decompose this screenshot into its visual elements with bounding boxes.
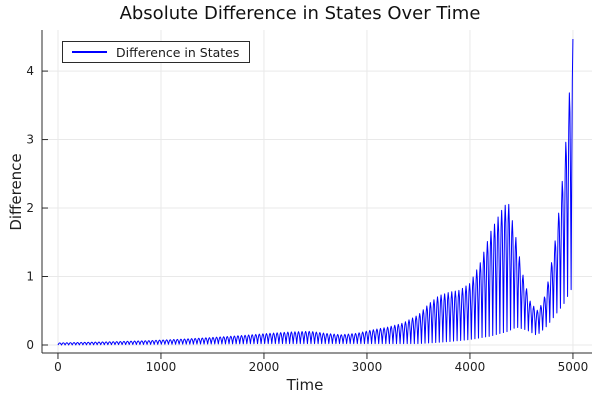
- chart-title: Absolute Difference in States Over Time: [119, 3, 481, 24]
- x-tick-label: 3000: [352, 360, 383, 374]
- y-tick-label: 4: [26, 64, 34, 78]
- legend: Difference in States: [62, 41, 251, 63]
- y-tick-label: 1: [26, 270, 34, 284]
- x-tick-label: 0: [54, 360, 62, 374]
- x-tick-label: 2000: [249, 360, 280, 374]
- x-tick-label: 5000: [558, 360, 589, 374]
- y-tick-label: 2: [26, 201, 34, 215]
- legend-line-sample: [72, 51, 107, 53]
- x-tick-label: 1000: [146, 360, 177, 374]
- x-tick-label: 4000: [455, 360, 486, 374]
- y-tick-label: 3: [26, 133, 34, 147]
- legend-label: Difference in States: [116, 44, 240, 60]
- difference-line: [57, 38, 574, 346]
- x-axis-label: Time: [286, 376, 324, 394]
- y-tick-label: 0: [26, 338, 34, 352]
